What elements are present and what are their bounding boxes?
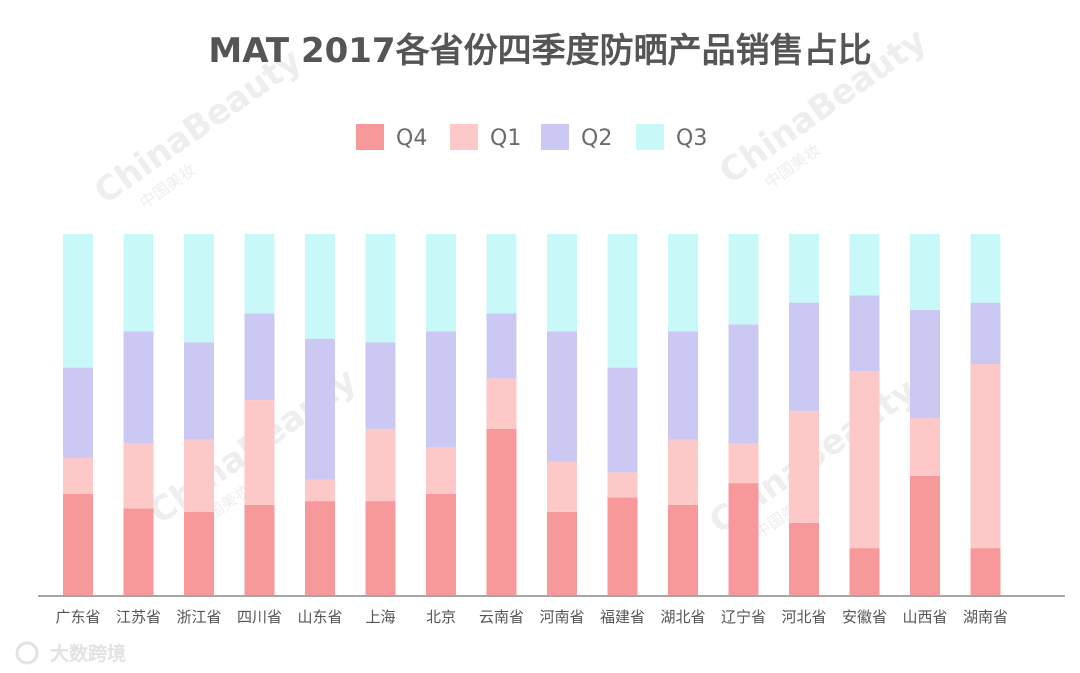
bar-segment-q3-11 xyxy=(728,234,759,325)
chart-title: MAT 2017各省份四季度防晒产品销售占比 xyxy=(208,31,871,71)
bar-segment-q2-7 xyxy=(486,313,517,379)
x-tick-label: 安徽省 xyxy=(842,608,887,626)
x-tick-label: 山东省 xyxy=(297,608,342,626)
bar-segment-q4-2 xyxy=(184,512,214,595)
bar-segment-q3-5 xyxy=(365,234,396,343)
bar-segment-q3-7 xyxy=(486,234,517,314)
legend-label-q1: Q1 xyxy=(490,126,521,151)
bar-segment-q1-5 xyxy=(365,428,396,502)
bar-segment-q2-3 xyxy=(244,313,275,400)
bar-segment-q1-1 xyxy=(123,443,154,509)
x-tick-label: 福建省 xyxy=(600,608,645,626)
bar-segment-q4-7 xyxy=(486,428,517,595)
bar-segment-q2-9 xyxy=(607,367,638,473)
x-tick-label: 云南省 xyxy=(479,608,524,626)
bars-group xyxy=(63,234,1001,596)
bar-segment-q4-11 xyxy=(728,483,759,595)
bar-segment-q4-9 xyxy=(607,497,638,595)
bar-segment-q4-12 xyxy=(789,522,819,595)
footer-logo: 大数跨境 xyxy=(15,641,126,665)
legend-swatch-q4 xyxy=(356,124,384,150)
bar-segment-q1-13 xyxy=(849,371,880,549)
bar-segment-q1-11 xyxy=(728,443,759,484)
bar-segment-q3-8 xyxy=(547,234,577,332)
x-tick-label: 浙江省 xyxy=(176,608,221,626)
logo-icon xyxy=(15,641,39,665)
bar-segment-q4-1 xyxy=(123,508,154,595)
bar-segment-q2-12 xyxy=(789,302,819,411)
bar-segment-q4-6 xyxy=(426,493,456,595)
bar-segment-q2-15 xyxy=(970,302,1001,364)
bar-segment-q1-2 xyxy=(184,439,214,512)
bar-segment-q4-14 xyxy=(910,475,940,595)
bar-segment-q3-0 xyxy=(63,234,93,368)
bar-segment-q1-4 xyxy=(305,479,335,502)
bar-segment-q3-2 xyxy=(184,234,214,343)
x-tick-label: 四川省 xyxy=(237,608,282,626)
bar-segment-q2-1 xyxy=(123,331,154,444)
bar-segment-q3-9 xyxy=(607,234,638,368)
bar-segment-q4-0 xyxy=(63,493,93,595)
x-tick-label: 湖南省 xyxy=(963,608,1008,626)
x-tick-label: 江苏省 xyxy=(116,608,161,626)
legend-swatch-q2 xyxy=(541,124,569,150)
bar-segment-q3-4 xyxy=(305,234,335,339)
bar-segment-q4-8 xyxy=(547,512,577,595)
x-tick-label: 广东省 xyxy=(55,608,100,626)
bar-segment-q4-15 xyxy=(970,548,1001,595)
bar-segment-q3-12 xyxy=(789,234,819,303)
legend-label-q2: Q2 xyxy=(581,126,612,151)
legend-swatch-q3 xyxy=(636,124,664,150)
bar-segment-q3-3 xyxy=(244,234,275,314)
legend-swatch-q1 xyxy=(450,124,478,150)
bar-segment-q4-10 xyxy=(668,504,698,596)
x-axis-ticks: 广东省 江苏省 浙江省 四川省 山东省 上海 北京 云南省 河南省 福建省 湖北省 辽宁省 河北省 安徽省… xyxy=(55,608,1008,626)
bar-segment-q4-13 xyxy=(849,548,880,595)
bar-segment-q4-4 xyxy=(305,501,335,595)
bar-segment-q1-0 xyxy=(63,457,93,494)
bar-segment-q1-6 xyxy=(426,447,456,494)
bar-segment-q1-12 xyxy=(789,410,819,523)
bar-segment-q1-9 xyxy=(607,472,638,498)
bar-segment-q1-3 xyxy=(244,400,275,505)
bar-segment-q2-13 xyxy=(849,295,880,372)
x-tick-label: 山西省 xyxy=(902,608,947,626)
x-tick-label: 河北省 xyxy=(781,608,826,626)
bar-segment-q3-15 xyxy=(970,234,1001,303)
bar-segment-q3-1 xyxy=(123,234,154,332)
x-tick-label: 上海 xyxy=(365,608,395,626)
x-tick-label: 北京 xyxy=(426,608,456,626)
bar-segment-q3-14 xyxy=(910,234,940,310)
bar-segment-q2-6 xyxy=(426,331,456,447)
bar-segment-q3-10 xyxy=(668,234,698,332)
bar-segment-q1-7 xyxy=(486,378,517,429)
x-tick-label: 河南省 xyxy=(539,608,584,626)
x-tick-label: 湖北省 xyxy=(660,608,705,626)
bar-segment-q2-2 xyxy=(184,342,214,440)
footer-brand: 大数跨境 xyxy=(50,642,126,665)
bar-segment-q4-3 xyxy=(244,504,275,596)
bar-segment-q2-0 xyxy=(63,367,93,458)
bar-segment-q1-10 xyxy=(668,439,698,505)
bar-segment-q2-4 xyxy=(305,338,335,480)
bar-segment-q1-8 xyxy=(547,461,577,512)
legend-label-q4: Q4 xyxy=(396,126,427,151)
bar-segment-q2-8 xyxy=(547,331,577,462)
legend-label-q3: Q3 xyxy=(676,126,707,151)
bar-segment-q2-10 xyxy=(668,331,698,440)
bar-segment-q3-13 xyxy=(849,234,880,296)
legend: Q4 Q1 Q2 Q3 xyxy=(356,124,707,151)
bar-segment-q2-5 xyxy=(365,342,396,429)
bar-segment-q1-15 xyxy=(970,364,1001,549)
bar-segment-q2-11 xyxy=(728,324,759,444)
bar-segment-q1-14 xyxy=(910,418,940,476)
bar-segment-q2-14 xyxy=(910,309,940,419)
bar-segment-q3-6 xyxy=(426,234,456,332)
x-tick-label: 辽宁省 xyxy=(721,608,766,626)
bar-segment-q4-5 xyxy=(365,501,396,595)
